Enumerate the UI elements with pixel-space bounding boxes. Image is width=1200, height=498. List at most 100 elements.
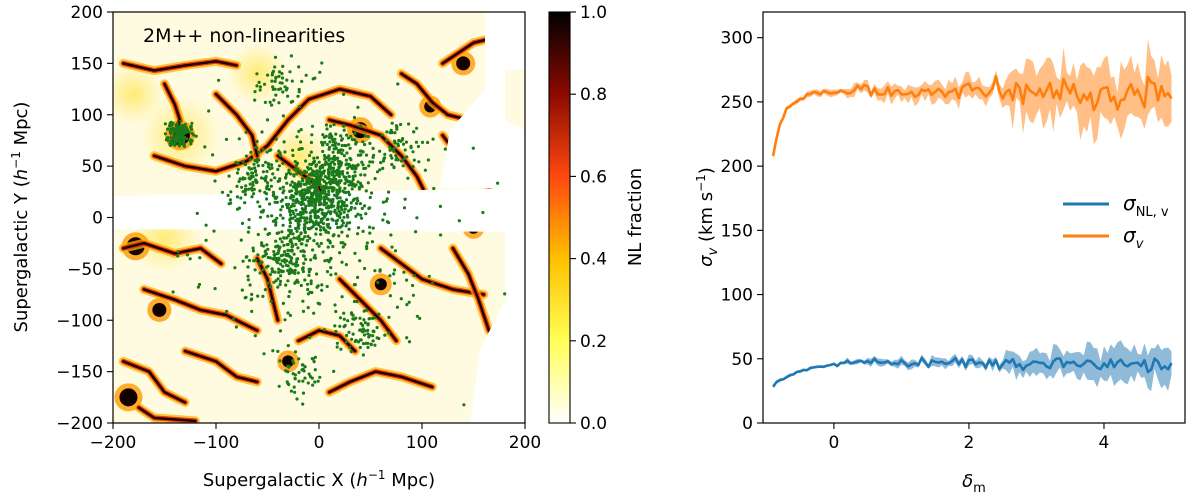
galaxy-point [285, 181, 289, 185]
galaxy-point [393, 249, 398, 253]
galaxy-point [385, 197, 389, 201]
galaxy-point [334, 272, 338, 276]
galaxy-point [322, 169, 326, 173]
filament-core [183, 349, 259, 384]
galaxy-point [307, 189, 311, 194]
filament-core [142, 288, 259, 332]
colorbar-ticks: 1.0 0.8 0.6 0.4 0.2 0.0 [570, 3, 607, 434]
galaxy-point [333, 141, 337, 145]
galaxy-point [399, 159, 404, 163]
galaxy-point [406, 176, 410, 180]
galaxy-point [288, 267, 292, 271]
galaxy-point [371, 316, 375, 320]
galaxy-point [346, 209, 351, 213]
galaxy-point [366, 322, 370, 326]
galaxy-point [280, 71, 284, 76]
galaxy-point [327, 186, 331, 190]
galaxy-point [366, 341, 370, 345]
galaxy-point [291, 372, 295, 376]
galaxy-point [263, 288, 267, 292]
galaxy-point [294, 208, 298, 212]
galaxy-point [277, 270, 281, 274]
galaxy-point [325, 258, 329, 262]
galaxy-point [354, 338, 358, 342]
legend-label-sigma-v: σv [1123, 223, 1144, 252]
galaxy-point [334, 181, 338, 185]
galaxy-point [278, 282, 282, 287]
galaxy-point [320, 61, 324, 65]
galaxy-point [313, 76, 317, 80]
galaxy-point [342, 124, 346, 128]
galaxy-point [384, 199, 388, 203]
galaxy-point [351, 164, 355, 168]
filament-core [441, 36, 496, 65]
galaxy-point [319, 228, 323, 232]
galaxy-point [339, 241, 343, 245]
galaxy-point [270, 267, 274, 271]
galaxy-point [272, 98, 276, 102]
galaxy-point [320, 283, 324, 287]
galaxy-point [258, 204, 262, 209]
y-tick-label: 0 [742, 414, 753, 434]
galaxy-point [229, 201, 233, 205]
galaxy-point [383, 152, 387, 156]
galaxy-point [342, 92, 346, 96]
galaxy-point [258, 215, 263, 219]
galaxy-point [356, 199, 360, 203]
galaxy-point [301, 210, 305, 214]
galaxy-point [301, 299, 305, 303]
filament-core [379, 247, 485, 296]
galaxy-point [317, 209, 321, 213]
galaxy-point [289, 213, 293, 217]
galaxy-point [234, 325, 238, 329]
galaxy-point [341, 221, 345, 225]
galaxy-point [241, 177, 245, 181]
galaxy-point [293, 199, 298, 203]
galaxy-point [276, 285, 280, 289]
galaxy-point [297, 65, 301, 69]
galaxy-point [395, 305, 399, 309]
galaxy-point [286, 248, 290, 252]
galaxy-point [337, 142, 341, 146]
galaxy-point [306, 181, 310, 185]
galaxy-point [287, 382, 291, 387]
galaxy-point [249, 150, 253, 154]
galaxy-point [311, 200, 315, 204]
galaxy-point [414, 230, 418, 234]
galaxy-point [301, 207, 305, 212]
galaxy-point [291, 153, 295, 158]
galaxy-point [321, 142, 325, 147]
galaxy-point [258, 271, 262, 275]
galaxy-point [298, 169, 302, 173]
galaxy-point [363, 321, 367, 325]
galaxy-point [273, 79, 277, 83]
galaxy-point [261, 268, 265, 272]
galaxy-point [375, 336, 379, 340]
galaxy-point [281, 264, 285, 268]
galaxy-point [340, 230, 344, 234]
galaxy-point [268, 256, 272, 260]
galaxy-point [411, 283, 415, 288]
galaxy-point [346, 166, 350, 170]
galaxy-point [336, 218, 340, 222]
galaxy-point [274, 223, 278, 227]
galaxy-point [229, 190, 233, 194]
galaxy-point [290, 209, 295, 213]
galaxy-point [295, 397, 299, 401]
galaxy-point [333, 303, 337, 307]
galaxy-point [411, 150, 415, 154]
galaxy-point [295, 217, 299, 221]
galaxy-point [317, 198, 321, 202]
galaxy-point [275, 159, 279, 163]
galaxy-point [331, 189, 335, 193]
galaxy-point [245, 171, 250, 175]
heatmap-x-label: Supergalactic X (h−1 Mpc) [203, 468, 435, 491]
galaxy-point [213, 287, 217, 291]
galaxy-point [329, 133, 333, 137]
galaxy-point [345, 221, 349, 225]
galaxy-point [302, 182, 306, 186]
galaxy-point [265, 150, 269, 154]
galaxy-point [292, 361, 296, 365]
galaxy-point [224, 137, 229, 141]
galaxy-point [337, 174, 341, 179]
